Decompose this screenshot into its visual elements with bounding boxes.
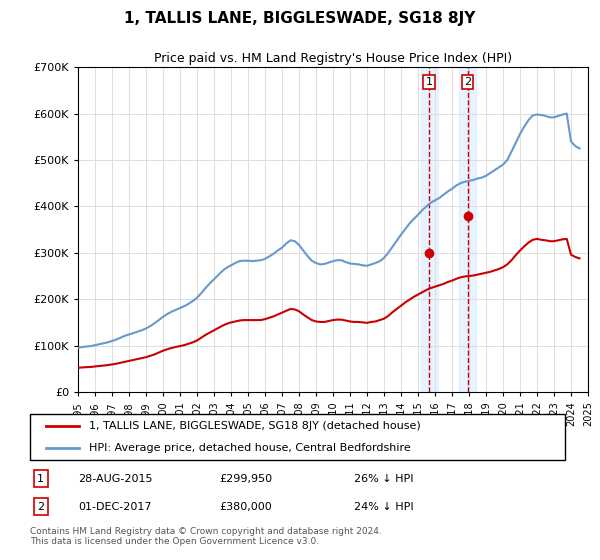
Text: 24% ↓ HPI: 24% ↓ HPI [354, 502, 413, 512]
Text: 1, TALLIS LANE, BIGGLESWADE, SG18 8JY: 1, TALLIS LANE, BIGGLESWADE, SG18 8JY [124, 11, 476, 26]
Text: 1: 1 [37, 474, 44, 484]
Text: £380,000: £380,000 [219, 502, 272, 512]
Text: 26% ↓ HPI: 26% ↓ HPI [354, 474, 413, 484]
Text: 1, TALLIS LANE, BIGGLESWADE, SG18 8JY (detached house): 1, TALLIS LANE, BIGGLESWADE, SG18 8JY (d… [89, 421, 421, 431]
FancyBboxPatch shape [30, 414, 565, 460]
Title: Price paid vs. HM Land Registry's House Price Index (HPI): Price paid vs. HM Land Registry's House … [154, 52, 512, 64]
Text: 28-AUG-2015: 28-AUG-2015 [79, 474, 153, 484]
Text: 1: 1 [426, 77, 433, 87]
Bar [459, 67, 476, 392]
Text: 2: 2 [464, 77, 471, 87]
Text: HPI: Average price, detached house, Central Bedfordshire: HPI: Average price, detached house, Cent… [89, 443, 411, 453]
Text: 2: 2 [37, 502, 44, 512]
Bar [421, 67, 438, 392]
Text: 01-DEC-2017: 01-DEC-2017 [79, 502, 152, 512]
Text: £299,950: £299,950 [219, 474, 272, 484]
Text: Contains HM Land Registry data © Crown copyright and database right 2024.
This d: Contains HM Land Registry data © Crown c… [30, 526, 382, 546]
